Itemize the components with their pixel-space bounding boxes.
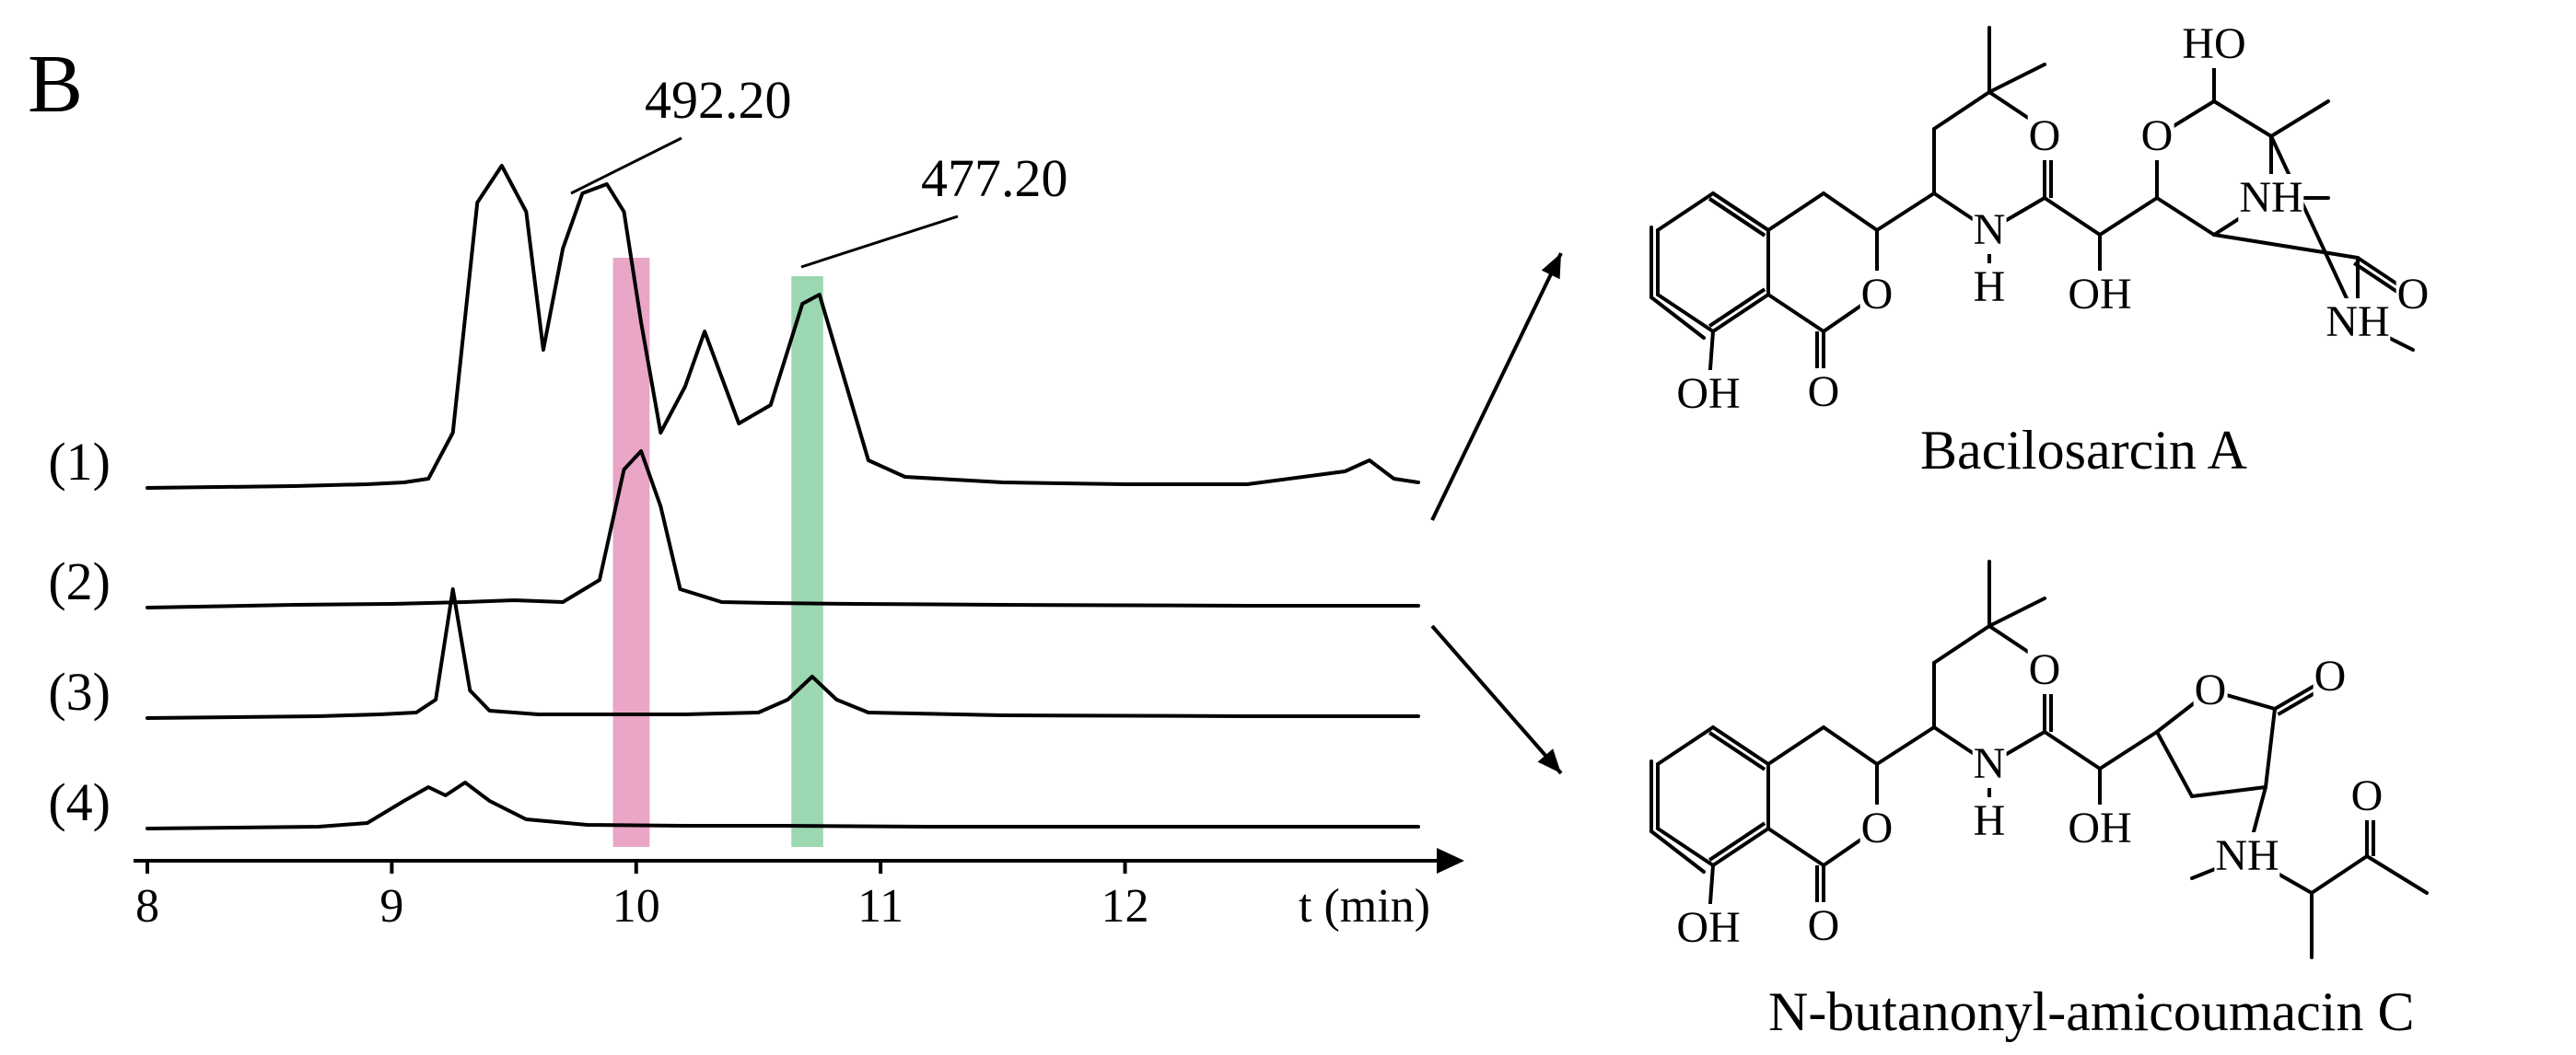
atom-label: HO	[2181, 20, 2246, 68]
atom-label: NH	[2214, 832, 2279, 880]
atom-label: NH	[2325, 298, 2390, 346]
atom-label: N	[1973, 206, 2007, 254]
compound-a-name: Bacilosarcin A	[1920, 419, 2247, 482]
atom-label: O	[1860, 271, 1894, 319]
atom-label: O	[1807, 902, 1841, 950]
atom-label: O	[2028, 112, 2062, 160]
atom-label: O	[1807, 368, 1841, 416]
atom-label: O	[2140, 112, 2174, 160]
atom-label: N	[1973, 740, 2007, 788]
atom-label: O	[2396, 271, 2430, 319]
atom-label: H	[1973, 263, 2007, 311]
atom-label: OH	[2067, 805, 2132, 852]
atom-label: NH	[2238, 174, 2303, 222]
atom-label: OH	[1675, 904, 1741, 952]
atom-label: OH	[1675, 370, 1741, 418]
atom-label: O	[1860, 805, 1894, 852]
atom-label: O	[2314, 653, 2348, 701]
structure-b-atom-labels: OHOONHOOHOONHO	[1547, 525, 2560, 1003]
atom-label: O	[2028, 646, 2062, 694]
atom-label: O	[2350, 772, 2384, 820]
atom-label: O	[2194, 667, 2228, 714]
figure-panel-b: B 492.20 477.20 (1) (2) (3) (4) 8 9 10 1…	[0, 0, 2576, 1055]
atom-label: H	[1973, 797, 2007, 845]
compound-b-name: N-butanonyl-amicoumacin C	[1768, 980, 2414, 1044]
atom-label: OH	[2067, 271, 2132, 319]
